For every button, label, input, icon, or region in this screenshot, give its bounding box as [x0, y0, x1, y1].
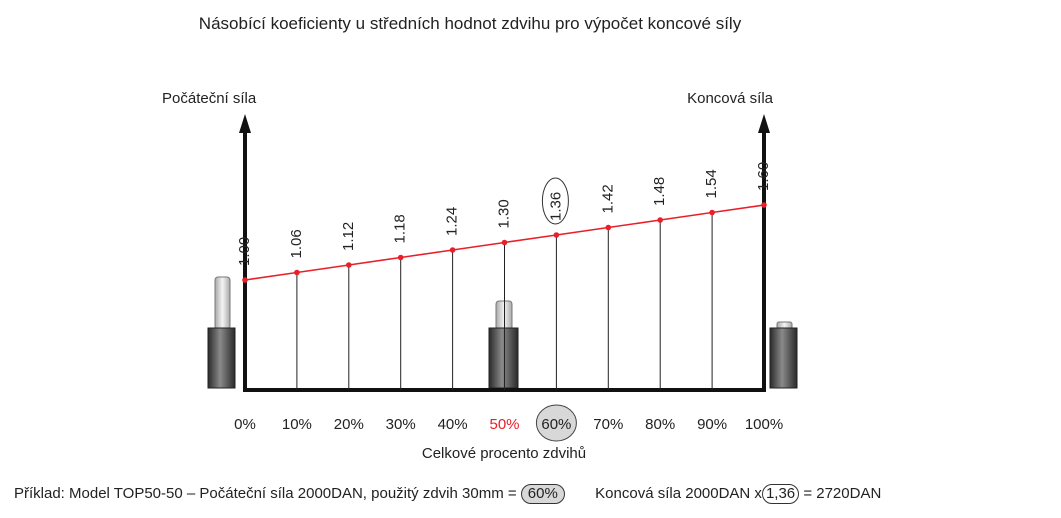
left-axis-label: Počáteční síla: [162, 90, 257, 107]
tick-label: 100%: [745, 416, 783, 433]
example-text: Příklad: Model TOP50-50 – Počáteční síla…: [14, 485, 517, 502]
tick-label: 70%: [593, 416, 623, 433]
spring-extended-icon: [207, 276, 236, 389]
data-point: [397, 254, 404, 261]
right-axis-arrow-icon: [758, 114, 770, 133]
data-point: [294, 269, 300, 276]
left-axis-arrow-icon: [239, 114, 251, 133]
spring-compressed-icon: [769, 321, 798, 389]
value-label: 1.18: [392, 214, 409, 243]
x-axis-label: Celkové procento zdvihů: [422, 445, 586, 462]
value-label: 1.30: [496, 199, 513, 228]
tick-label: 90%: [697, 416, 727, 433]
value-label: 1.54: [703, 169, 720, 198]
circled-value-ring: [541, 177, 569, 225]
data-point: [553, 232, 560, 238]
tick-label: 60%: [541, 416, 571, 433]
example-circled-percent: 60%: [520, 484, 565, 504]
result-suffix: = 2720DAN: [803, 485, 882, 502]
tick-label: 50%: [489, 416, 519, 433]
data-point: [761, 202, 767, 208]
spring-half-compressed-icon: [488, 300, 519, 389]
value-label: 1.36: [547, 192, 564, 221]
tick-label: 30%: [386, 416, 416, 433]
circled-tick-background: [535, 404, 577, 442]
result-prefix: Koncová síla 2000DAN x: [595, 485, 762, 502]
tick-label: 0%: [234, 416, 256, 433]
result-circled-coefficient: 1,36: [761, 484, 800, 504]
value-label: 1.06: [288, 229, 305, 258]
data-point: [449, 247, 456, 253]
tick-label: 40%: [438, 416, 468, 433]
value-label: 1.48: [651, 177, 668, 206]
tick-label: 10%: [282, 416, 312, 433]
tick-label: 20%: [334, 416, 364, 433]
tick-label: 80%: [645, 416, 675, 433]
value-label: 1.24: [444, 207, 461, 236]
example-footer: Příklad: Model TOP50-50 – Počáteční síla…: [14, 484, 881, 504]
value-label: 1.12: [340, 222, 357, 251]
chart-title: Násobící koeficienty u středních hodnot …: [198, 14, 742, 33]
data-point: [242, 277, 248, 283]
value-label: 1.60: [755, 162, 772, 191]
data-point: [657, 217, 663, 223]
data-point: [605, 224, 612, 231]
value-label: 1.00: [236, 237, 253, 266]
value-label: 1.42: [599, 184, 616, 213]
data-point: [501, 239, 508, 246]
data-point: [709, 209, 715, 216]
data-point: [346, 262, 352, 268]
right-axis-label: Koncová síla: [687, 90, 774, 107]
chart-svg: Počáteční síla Koncová síla 1.00 0% 1.06 10…: [162, 90, 798, 462]
